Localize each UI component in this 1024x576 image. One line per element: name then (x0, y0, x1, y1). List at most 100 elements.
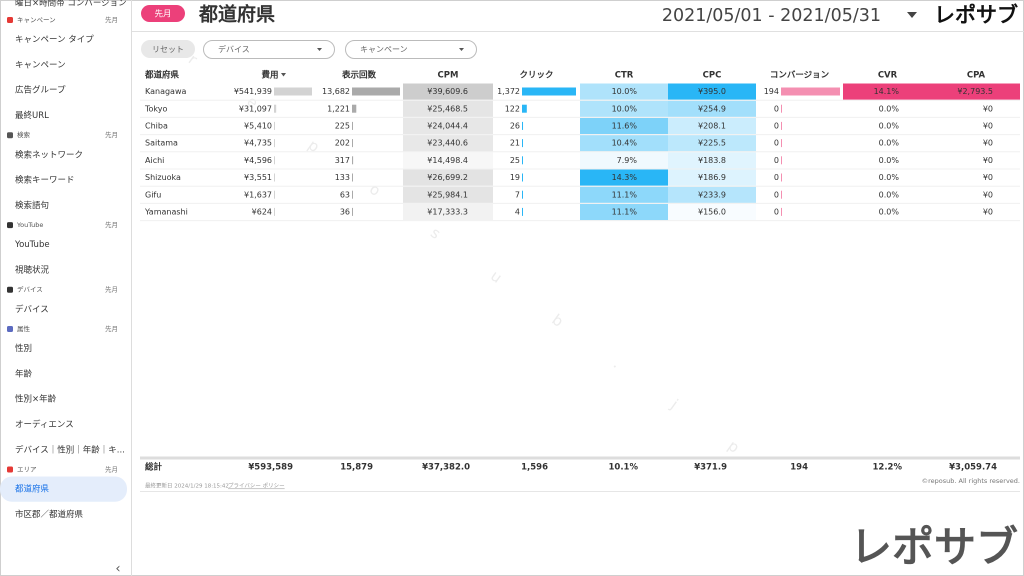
heat-cell (932, 100, 1020, 117)
sidebar-item[interactable]: 性別×年齢 (15, 394, 57, 405)
column-header[interactable]: CPC (703, 71, 722, 81)
heat-cell (403, 117, 493, 135)
cell: ¥1,637 (244, 190, 272, 199)
cell: 13,682 (322, 87, 350, 96)
heat-cell (932, 117, 1020, 135)
column-header[interactable]: CTR (615, 71, 634, 81)
total-cell: 15,879 (340, 463, 373, 473)
filter-box[interactable] (345, 40, 477, 59)
heat-cell (932, 169, 1020, 186)
cell: 0 (774, 208, 779, 217)
filter-box[interactable] (203, 40, 335, 59)
cell: 0.0% (879, 173, 900, 182)
cell-bar (781, 104, 782, 113)
sidebar-item[interactable]: オーディエンス (15, 419, 74, 430)
sidebar-item[interactable]: デバイス｜性別｜年齢｜キ... (15, 444, 125, 455)
cell-bar (781, 87, 840, 96)
heat-cell (668, 83, 756, 100)
section-icon (7, 132, 13, 139)
cell-bar (522, 156, 523, 165)
date-range[interactable]: 2021/05/01 - 2021/05/31 (662, 6, 881, 26)
cell-bar (274, 87, 312, 96)
date-dropdown[interactable] (907, 12, 917, 18)
cell: ¥208.1 (698, 122, 726, 131)
cell: 10.0% (612, 104, 638, 113)
cell-bar (274, 207, 275, 216)
sidebar-item[interactable]: 市区郡／都道府県 (15, 509, 84, 520)
cell: ¥0 (983, 208, 993, 217)
column-header[interactable]: 表示回数 (341, 70, 377, 81)
column-header[interactable]: 都道府県 (144, 70, 180, 81)
total-cell: 10.1% (609, 463, 639, 473)
heat-cell (932, 83, 1020, 100)
cell: 0 (774, 139, 779, 148)
column-header[interactable]: クリック (519, 70, 553, 81)
cell: ¥186.9 (698, 173, 726, 182)
privacy-link[interactable]: プライバシー ポリシー (228, 483, 285, 490)
heat-cell (932, 203, 1020, 221)
cell: 1,221 (327, 104, 350, 113)
cell: ¥0 (983, 139, 993, 148)
heat-cell (403, 169, 493, 186)
column-header[interactable]: 費用 (260, 70, 278, 81)
heat-cell (580, 117, 668, 135)
section-label: デバイス (17, 285, 43, 294)
sort-indicator[interactable] (281, 73, 286, 77)
cell-bar (522, 190, 523, 199)
sidebar-item[interactable]: 年齢 (15, 368, 33, 379)
sidebar-item[interactable]: 曜日×時間帯 コンバージョン (15, 0, 127, 9)
section-period: 先月 (105, 285, 118, 294)
cell: ¥3,551 (244, 173, 272, 182)
column-header[interactable]: CPM (438, 71, 459, 81)
cell: ¥183.8 (698, 156, 726, 165)
selected-bg (0, 476, 127, 502)
filter-label[interactable]: キャンペーン (360, 45, 408, 54)
sidebar-item[interactable]: 検索キーワード (15, 175, 75, 186)
sidebar-item[interactable]: 都道府県 (15, 484, 50, 495)
column-header[interactable]: コンバージョン (770, 70, 830, 81)
cell-bar (352, 139, 353, 148)
cell: ¥0 (983, 173, 993, 182)
sidebar-item[interactable]: 広告グループ (15, 85, 66, 96)
heat-cell (580, 100, 668, 117)
sidebar-item[interactable]: YouTube (14, 240, 50, 250)
sidebar-item[interactable]: キャンペーン タイプ (15, 35, 94, 45)
cell: 10.0% (612, 87, 638, 96)
sidebar-item[interactable]: 最終URL (15, 110, 49, 121)
cell: 63 (340, 190, 350, 199)
cell: 11.1% (612, 208, 638, 217)
sidebar-item[interactable]: 検索語句 (15, 200, 49, 211)
cell: Chiba (145, 122, 168, 131)
column-header[interactable]: CVR (878, 71, 898, 81)
cell-bar (352, 156, 354, 165)
section-label: YouTube (16, 221, 43, 229)
column-header[interactable]: CPA (967, 71, 986, 81)
sidebar-item[interactable]: デバイス (15, 304, 49, 315)
cell: Yamanashi (144, 208, 188, 217)
cell-bar (352, 173, 353, 182)
cell: ¥156.0 (698, 208, 726, 217)
filter-label[interactable]: デバイス (218, 44, 250, 54)
cell: Shizuoka (145, 173, 181, 182)
cell: 0.0% (879, 208, 900, 217)
table: 都道府県 Kanagawa Tokyo Chiba Saitama Aichi Shizuo… (140, 70, 1020, 473)
collapse-button[interactable]: ‹ (115, 562, 120, 576)
heat-cell (668, 203, 756, 221)
cell: ¥24,044.4 (427, 122, 468, 131)
sidebar-item[interactable]: 性別 (15, 343, 32, 354)
heat-cell (668, 135, 756, 152)
sidebar-item[interactable]: 視聴状況 (15, 265, 50, 276)
badge[interactable]: 先月 (154, 9, 171, 20)
sidebar-item[interactable]: キャンペーン (15, 60, 66, 70)
reset-button[interactable]: リセット (152, 45, 184, 54)
cell: 0.0% (879, 104, 900, 113)
cell: 1,372 (497, 87, 520, 96)
cell: 133 (335, 173, 350, 182)
heat-cell (580, 152, 668, 169)
heat-cell (843, 100, 932, 117)
section-icon (7, 286, 13, 293)
heat-cell (580, 135, 668, 152)
sidebar-item[interactable]: 検索ネットワーク (15, 149, 83, 160)
reset-bg (141, 40, 195, 58)
brand-watermark: レポサブ (850, 523, 1018, 572)
